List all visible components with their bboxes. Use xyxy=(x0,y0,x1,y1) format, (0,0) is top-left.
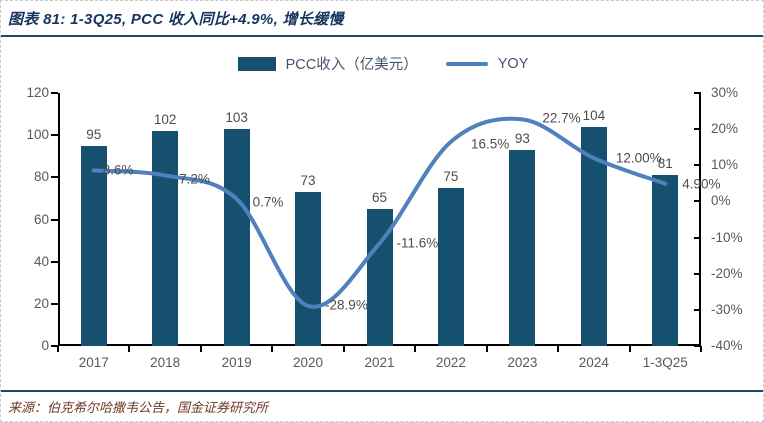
y-left-tick-label: 20 xyxy=(33,295,49,311)
x-axis-tick-mark xyxy=(485,346,488,352)
bar xyxy=(366,208,393,346)
bar-value-label: 73 xyxy=(300,173,316,189)
yoy-point-label: 22.7% xyxy=(542,110,581,126)
bar xyxy=(580,126,607,346)
y-right-tick-mark xyxy=(694,128,701,131)
x-axis-tick-mark xyxy=(128,346,131,352)
x-tick-label: 2021 xyxy=(364,355,395,370)
y-right-tick-label: 0% xyxy=(711,193,731,209)
yoy-point-label: -11.6% xyxy=(396,235,439,251)
yoy-point-label: -28.9% xyxy=(325,297,368,313)
yoy-point-label: 7.2% xyxy=(179,171,210,187)
y-right-tick-label: 10% xyxy=(711,157,739,173)
y-right-tick-mark xyxy=(694,345,701,347)
yoy-point-label: 16.5% xyxy=(470,136,510,152)
x-tick-label: 2020 xyxy=(293,355,324,370)
x-axis-tick-mark xyxy=(414,346,417,352)
y-right-tick-mark xyxy=(694,308,701,311)
y-right-tick-label: -40% xyxy=(711,338,743,353)
y-left-tick-label: 0 xyxy=(41,338,49,353)
x-tick-label: 2024 xyxy=(578,355,609,370)
y-right-tick-mark xyxy=(694,236,701,239)
bar xyxy=(437,187,464,346)
y-right-tick-label: -30% xyxy=(711,301,743,317)
x-tick-label: 2019 xyxy=(221,355,252,370)
x-axis-tick-mark xyxy=(199,346,202,352)
x-tick-label: 2018 xyxy=(150,355,181,370)
y-right-tick-mark xyxy=(694,164,701,167)
y-right-tick-mark xyxy=(694,200,701,203)
yoy-point-label: 12.00% xyxy=(615,150,662,166)
bar-value-label: 65 xyxy=(371,189,388,205)
x-axis-tick-mark xyxy=(57,346,59,352)
y-left-tick-mark xyxy=(51,345,58,347)
bar xyxy=(223,128,250,346)
y-left-tick-label: 120 xyxy=(26,85,49,100)
x-axis-tick-mark xyxy=(628,346,631,352)
x-tick-label: 1-3Q25 xyxy=(642,355,688,370)
y-right-tick-mark xyxy=(694,92,701,94)
source-note: 来源：伯克希尔哈撒韦公告，国金证券研究所 xyxy=(8,401,269,416)
y-left-tick-mark xyxy=(51,134,58,137)
bar-value-label: 95 xyxy=(86,126,102,142)
y-left-tick-label: 40 xyxy=(33,253,49,269)
y-right-tick-label: -20% xyxy=(711,265,743,281)
yoy-point-label: 4.90% xyxy=(682,176,721,192)
legend-bar-swatch xyxy=(237,56,276,71)
y-left-tick-mark xyxy=(51,218,58,221)
y-left-tick-mark xyxy=(51,260,58,263)
footer-divider-line xyxy=(1,390,763,392)
bar-value-label: 102 xyxy=(153,111,177,127)
chart-title: 图表 81: 1-3Q25, PCC 收入同比+4.9%, 增长缓慢 xyxy=(8,11,344,28)
y-left-tick-mark xyxy=(51,92,58,94)
x-axis-tick-mark xyxy=(700,346,702,352)
bar-value-label: 103 xyxy=(225,109,248,125)
yoy-point-label: 8.6% xyxy=(102,162,134,178)
y-left-tick-mark xyxy=(51,302,58,305)
legend-line-swatch xyxy=(445,61,488,66)
bar xyxy=(295,192,322,346)
chart-legend: PCC收入（亿美元） YOY xyxy=(1,53,763,74)
y-left-tick-label: 60 xyxy=(33,211,49,227)
y-right-tick-label: 30% xyxy=(711,85,739,100)
x-axis-tick-mark xyxy=(271,346,274,352)
y-right-tick-label: 20% xyxy=(711,121,739,137)
bar xyxy=(652,175,679,346)
bar-value-label: 75 xyxy=(443,168,459,184)
legend-line-label: YOY xyxy=(497,55,529,72)
y-left-tick-mark xyxy=(51,176,58,179)
legend-bar-label: PCC收入（亿美元） xyxy=(285,57,418,73)
y-right-tick-label: -10% xyxy=(711,229,743,245)
title-divider-line xyxy=(1,35,763,37)
x-axis-tick-mark xyxy=(557,346,560,352)
x-axis-tick-mark xyxy=(342,346,345,352)
bar xyxy=(509,149,536,346)
x-tick-label: 2017 xyxy=(78,355,109,370)
y-right-tick-mark xyxy=(694,272,701,275)
y-left-tick-label: 100 xyxy=(26,127,49,143)
yoy-point-label: 0.7% xyxy=(252,194,284,210)
x-tick-label: 2022 xyxy=(435,355,466,370)
bar xyxy=(152,130,179,346)
x-tick-label: 2023 xyxy=(507,355,538,370)
y-left-tick-label: 80 xyxy=(33,169,49,185)
